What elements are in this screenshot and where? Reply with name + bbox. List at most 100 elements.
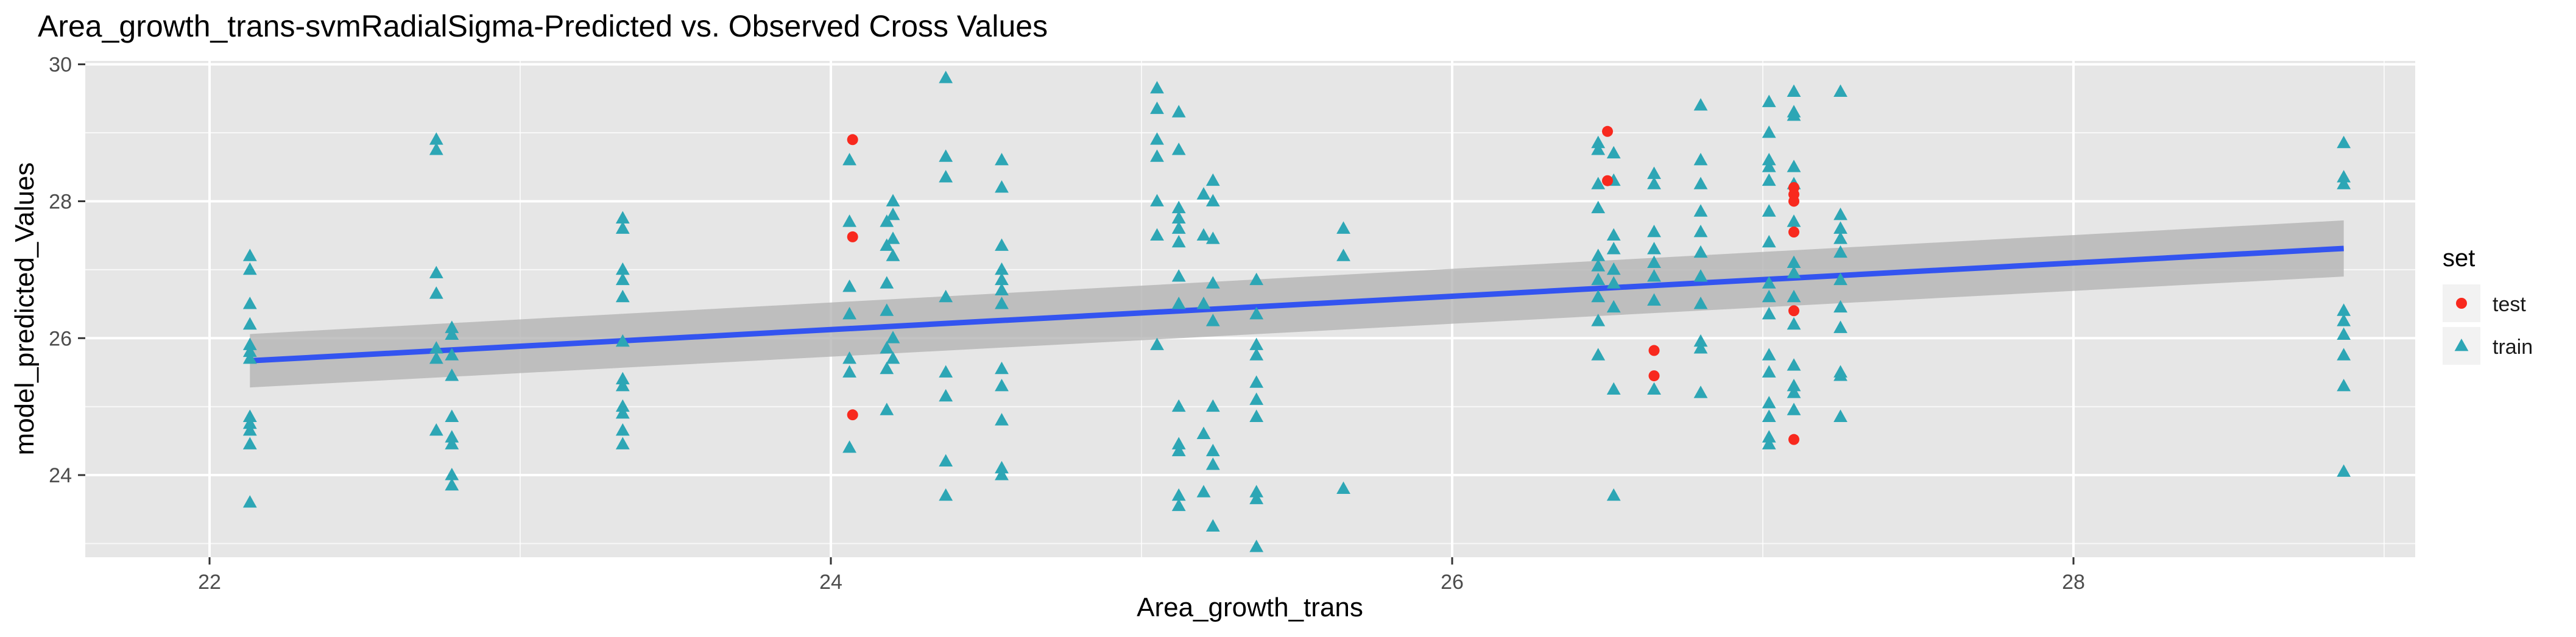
data-point-train — [1787, 160, 1801, 172]
data-point-train — [939, 170, 953, 183]
data-point-train — [615, 423, 630, 436]
data-point-train — [1249, 306, 1264, 320]
data-point-train — [1171, 443, 1186, 457]
data-point-train — [1762, 409, 1776, 422]
data-point-train — [615, 262, 630, 275]
data-point-train — [1171, 234, 1186, 248]
data-point-train — [615, 334, 630, 347]
data-point-train — [1249, 337, 1264, 350]
data-point-train — [1833, 272, 1847, 286]
data-point-train — [995, 238, 1009, 251]
data-point-train — [995, 413, 1009, 426]
data-point-train — [1762, 396, 1776, 409]
data-point-train — [445, 437, 459, 449]
data-point-train — [2337, 378, 2351, 392]
data-point-train — [995, 361, 1009, 375]
data-point-train — [1762, 173, 1776, 186]
data-point-train — [2337, 464, 2351, 477]
data-point-train — [880, 276, 894, 289]
data-point-train — [445, 430, 459, 443]
data-point-train — [1591, 177, 1606, 189]
data-point-train — [1249, 491, 1264, 504]
data-point-train — [615, 406, 630, 419]
data-point-train — [1171, 269, 1186, 282]
data-point-train — [429, 351, 443, 364]
data-point-train — [2337, 177, 2351, 189]
x-tick-label: 28 — [2062, 571, 2085, 594]
data-point-train — [445, 348, 459, 361]
data-point-train — [1693, 341, 1708, 354]
data-point-train — [615, 437, 630, 449]
x-axis: 22 24 26 28 — [198, 557, 2085, 594]
data-point-train — [1205, 194, 1220, 206]
data-point-test — [1788, 227, 1799, 238]
data-point-train — [1205, 443, 1220, 457]
data-point-train — [429, 423, 443, 436]
data-point-train — [1591, 135, 1606, 149]
data-point-train — [1171, 200, 1186, 214]
data-point-train — [1150, 80, 1164, 94]
legend-key-train — [2454, 339, 2469, 351]
data-point-train — [880, 214, 894, 227]
data-point-train — [1787, 255, 1801, 269]
data-point-train — [880, 341, 894, 354]
data-point-train — [1196, 485, 1211, 498]
data-point-train — [1606, 146, 1621, 159]
data-point-test — [847, 409, 858, 421]
data-point-train — [429, 143, 443, 155]
data-point-train — [1762, 94, 1776, 107]
data-point-train — [1196, 297, 1211, 309]
data-point-train — [1693, 385, 1708, 398]
data-point-train — [995, 378, 1009, 392]
data-point-train — [939, 289, 953, 303]
data-point-train — [242, 495, 257, 508]
data-point-train — [1762, 437, 1776, 449]
data-point-train — [445, 327, 459, 340]
data-point-train — [880, 361, 894, 375]
data-point-test — [1788, 305, 1799, 317]
y-tick-label: 26 — [49, 327, 72, 350]
data-point-train — [1606, 262, 1621, 275]
data-point-train — [242, 297, 257, 309]
data-point-train — [429, 286, 443, 299]
data-point-train — [2337, 314, 2351, 326]
test-points — [847, 125, 1799, 445]
data-point-train — [995, 272, 1009, 286]
data-point-train — [995, 297, 1009, 309]
data-point-train — [1787, 385, 1801, 398]
data-point-train — [1787, 84, 1801, 97]
data-point-train — [995, 262, 1009, 275]
data-point-train — [445, 368, 459, 381]
data-point-train — [1171, 143, 1186, 155]
data-point-train — [1647, 382, 1661, 395]
data-point-train — [1787, 108, 1801, 121]
data-point-test — [1788, 434, 1799, 445]
data-point-train — [1693, 204, 1708, 217]
data-point-train — [1693, 245, 1708, 258]
data-point-train — [1171, 399, 1186, 412]
data-point-train — [1787, 214, 1801, 227]
data-point-train — [615, 371, 630, 385]
data-point-train — [842, 351, 856, 364]
data-point-train — [429, 132, 443, 145]
legend: set test train — [2443, 245, 2533, 365]
data-point-train — [1762, 276, 1776, 289]
data-point-train — [1171, 297, 1186, 309]
data-point-train — [1762, 153, 1776, 166]
data-point-train — [242, 351, 257, 364]
data-point-train — [1693, 269, 1708, 282]
data-point-train — [842, 214, 856, 227]
chart-title: Area_growth_trans-svmRadialSigma-Predict… — [38, 9, 1048, 43]
data-point-train — [1787, 358, 1801, 371]
data-point-train — [1762, 365, 1776, 378]
data-point-train — [445, 468, 459, 480]
data-point-train — [1833, 221, 1847, 234]
data-point-train — [242, 437, 257, 449]
data-point-train — [615, 221, 630, 234]
data-point-train — [1171, 211, 1186, 223]
data-point-train — [1171, 488, 1186, 501]
data-point-train — [1606, 228, 1621, 241]
data-point-train — [1647, 255, 1661, 269]
data-point-train — [1833, 368, 1847, 381]
